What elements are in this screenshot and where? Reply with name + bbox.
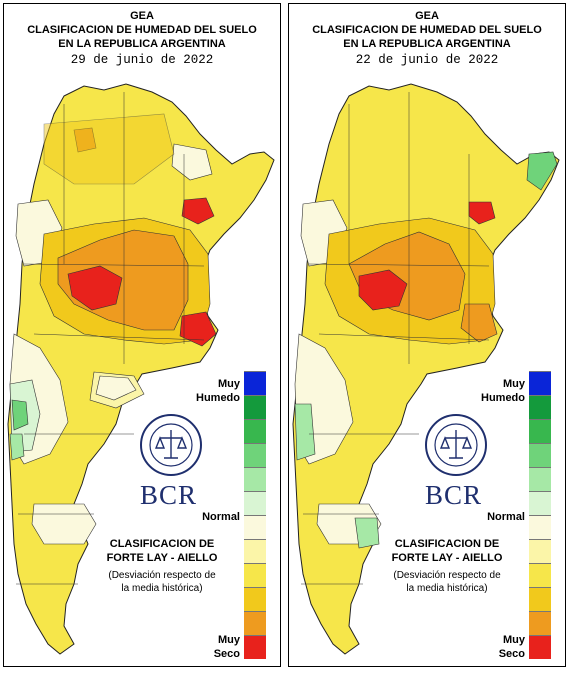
- legend-swatch-muy-seco: [529, 635, 551, 659]
- legend-swatch-humedo-1: [244, 491, 266, 515]
- map-panel-june-29: GEA CLASIFICACION DE HUMEDAD DEL SUELO E…: [3, 3, 281, 667]
- legend-swatch-muy-seco: [244, 635, 266, 659]
- header-subtitle: EN LA REPUBLICA ARGENTINA: [343, 38, 511, 50]
- legend-swatch-muy-humedo: [529, 371, 551, 395]
- legend-swatch-humedo-4: [244, 419, 266, 443]
- classification-title-2: FORTE LAY - AIELLO: [391, 552, 503, 564]
- legend-swatch-humedo-1: [529, 491, 551, 515]
- legend-swatch-seco-3: [244, 587, 266, 611]
- header-org: GEA: [130, 10, 154, 22]
- header-subtitle: EN LA REPUBLICA ARGENTINA: [58, 38, 226, 50]
- legend-mid-label: Normal: [487, 511, 525, 523]
- soil-moisture-map: [7, 83, 275, 655]
- legend-top-label-2: Humedo: [481, 392, 525, 404]
- header-title: CLASIFICACION DE HUMEDAD DEL SUELO: [27, 24, 257, 36]
- legend-swatch-normal: [529, 515, 551, 539]
- bcr-seal-icon: [140, 414, 202, 476]
- legend-swatch-humedo-5: [529, 395, 551, 419]
- legend-swatch-humedo-2: [244, 467, 266, 491]
- legend-top-label-2: Humedo: [196, 392, 240, 404]
- map-date: 22 de junio de 2022: [355, 53, 499, 67]
- header-org: GEA: [415, 10, 439, 22]
- legend-swatch-seco-3: [529, 587, 551, 611]
- legend-swatch-seco-4: [529, 611, 551, 635]
- classification-title-1: CLASIFICACION DE: [394, 538, 500, 550]
- legend-top-label-1: Muy: [503, 378, 525, 390]
- legend-swatch-humedo-3: [244, 443, 266, 467]
- legend-swatch-muy-humedo: [244, 371, 266, 395]
- legend-swatch-seco-1: [244, 539, 266, 563]
- classification-subtitle-1: (Desviación respecto de: [108, 570, 216, 581]
- soil-moisture-map: [292, 83, 560, 655]
- bcr-seal-icon: [425, 414, 487, 476]
- legend-swatch-humedo-2: [529, 467, 551, 491]
- bcr-logo-text: BCR: [140, 480, 198, 510]
- classification-subtitle-1: (Desviación respecto de: [393, 570, 501, 581]
- legend-swatch-humedo-5: [244, 395, 266, 419]
- legend-top-label-1: Muy: [218, 378, 240, 390]
- map-date: 29 de junio de 2022: [70, 53, 214, 67]
- legend-swatch-humedo-4: [529, 419, 551, 443]
- legend-bottom-label-1: Muy: [503, 634, 525, 646]
- legend-swatch-normal: [244, 515, 266, 539]
- classification-subtitle-2: la media histórica): [121, 583, 203, 594]
- classification-subtitle-2: la media histórica): [406, 583, 488, 594]
- legend-swatch-seco-2: [244, 563, 266, 587]
- legend-swatch-humedo-3: [529, 443, 551, 467]
- legend-mid-label: Normal: [202, 511, 240, 523]
- header-title: CLASIFICACION DE HUMEDAD DEL SUELO: [312, 24, 542, 36]
- legend-bottom-label-1: Muy: [218, 634, 240, 646]
- bcr-logo-text: BCR: [425, 480, 483, 510]
- classification-title-2: FORTE LAY - AIELLO: [106, 552, 218, 564]
- legend-swatch-seco-2: [529, 563, 551, 587]
- legend-bottom-label-2: Seco: [498, 648, 525, 660]
- legend-swatch-seco-1: [529, 539, 551, 563]
- map-panel-june-22: GEA CLASIFICACION DE HUMEDAD DEL SUELO E…: [288, 3, 566, 667]
- classification-title-1: CLASIFICACION DE: [109, 538, 215, 550]
- legend-swatch-seco-4: [244, 611, 266, 635]
- legend-bottom-label-2: Seco: [213, 648, 240, 660]
